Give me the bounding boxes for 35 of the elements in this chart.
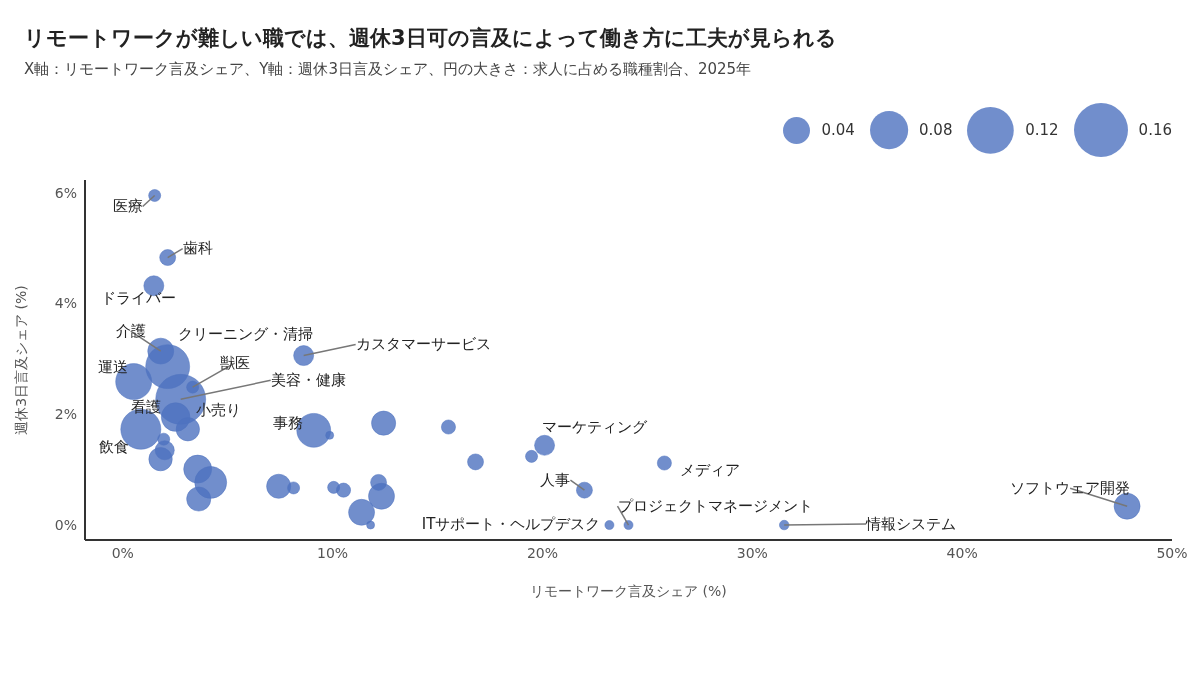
x-tick-label: 40% [946,544,978,561]
x-tick-label: 20% [526,544,559,561]
x-tick-label: 50% [1156,544,1188,561]
annotation: 運送 [97,358,128,377]
annotation: 介護 [115,321,146,340]
y-tick-label: 0% [54,517,77,534]
annotation: マーケティング [541,417,648,436]
chart-subtitle: X軸：リモートワーク言及シェア、Y軸：週休3日言及シェア、円の大きさ：求人に占める職種割合、2025年 [24,60,752,79]
y-axis-title: 週休3日言及シェア (%) [12,285,29,435]
legend-label: 0.12 [1025,121,1059,139]
annotation: クリーニング・清掃 [177,325,313,344]
annotation: カスタマーサービス [355,335,491,354]
annotation: 美容・健康 [270,370,346,389]
x-tick-label: 30% [736,544,768,561]
x-tick-label: 0% [111,544,134,561]
x-axis-title: リモートワーク言及シェア (%) [530,583,727,599]
annotation: ドライバー [101,289,177,308]
annotation: ITサポート・ヘルプデスク [421,514,601,533]
chart-title: リモートワークが難しい職では、週休3日可の言及によって働き方に工夫が見られる [24,25,837,52]
legend-label: 0.16 [1138,121,1172,139]
y-tick-label: 2% [54,406,77,423]
x-tick-label: 10% [317,544,349,561]
legend-label: 0.04 [821,121,855,139]
legend-label: 0.08 [919,120,953,139]
annotation: 情報システム [865,514,957,533]
annotation: 医療 [112,197,143,216]
annotation: 獣医 [219,353,250,372]
y-tick-label: 6% [54,184,77,201]
annotation: 歯科 [182,239,213,258]
annotation: メディア [680,460,741,479]
annotation: 飲食 [98,437,129,456]
y-tick-label: 4% [54,295,77,312]
annotation: プロジェクトマネージメント [617,496,813,515]
annotation: 人事 [540,470,571,489]
annotation: 小売り [195,400,241,419]
